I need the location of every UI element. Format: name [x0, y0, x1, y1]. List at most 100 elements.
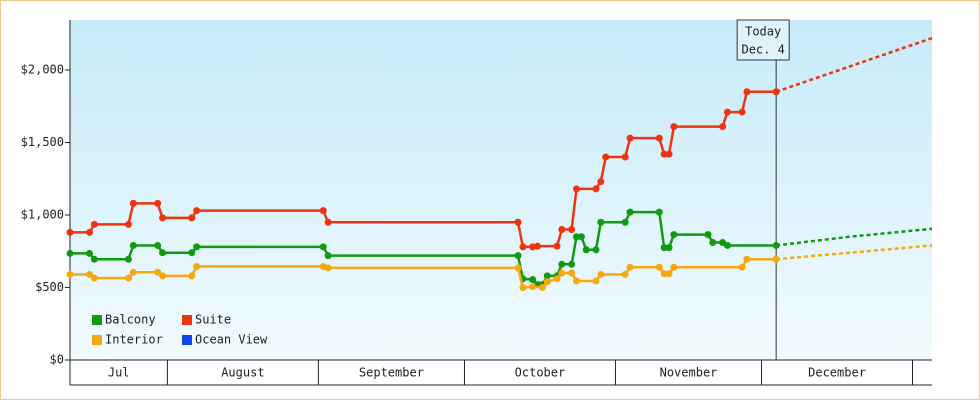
- price-point: [154, 241, 162, 249]
- price-point: [558, 260, 566, 268]
- y-tick-label: $1,500: [21, 135, 64, 149]
- price-point: [514, 218, 522, 226]
- price-point: [602, 153, 610, 161]
- price-point: [723, 108, 731, 116]
- price-point: [90, 220, 98, 228]
- price-point: [626, 208, 634, 216]
- price-point: [738, 108, 746, 116]
- forecast-line: [776, 227, 933, 247]
- price-point: [592, 246, 600, 254]
- price-point: [665, 244, 673, 252]
- price-point: [193, 243, 201, 251]
- price-point: [626, 134, 634, 142]
- price-point: [514, 264, 522, 272]
- month-label: November: [660, 366, 718, 380]
- price-point: [670, 263, 678, 271]
- month-label: October: [515, 366, 566, 380]
- price-point: [772, 88, 780, 96]
- price-point: [529, 276, 537, 284]
- price-point: [568, 269, 576, 277]
- price-point: [772, 255, 780, 263]
- y-tick-label: $2,000: [21, 63, 64, 77]
- price-point: [572, 233, 580, 241]
- price-point: [709, 239, 717, 247]
- price-point: [621, 218, 629, 226]
- price-point: [85, 228, 93, 236]
- price-point: [592, 185, 600, 193]
- price-point: [543, 278, 551, 286]
- price-point: [66, 270, 74, 278]
- legend-label: Balcony: [105, 313, 156, 327]
- price-point: [534, 242, 542, 250]
- price-point: [572, 277, 580, 285]
- today-label: Dec. 4: [741, 43, 784, 57]
- price-point: [743, 88, 751, 96]
- price-point: [568, 226, 576, 234]
- price-point: [319, 207, 327, 215]
- price-point: [324, 218, 332, 226]
- plot-area: [70, 20, 932, 360]
- price-point: [519, 284, 527, 292]
- price-point: [129, 199, 137, 207]
- price-point: [529, 283, 537, 291]
- price-point: [538, 284, 546, 292]
- price-point: [568, 260, 576, 268]
- price-point: [723, 241, 731, 249]
- legend-label: Interior: [105, 333, 163, 347]
- price-point: [572, 185, 580, 193]
- price-point: [129, 241, 137, 249]
- price-point: [743, 255, 751, 263]
- price-point: [159, 214, 167, 222]
- price-point: [704, 231, 712, 239]
- price-point: [553, 242, 561, 250]
- price-point: [772, 241, 780, 249]
- price-point: [558, 269, 566, 277]
- price-point: [159, 272, 167, 280]
- price-point: [597, 178, 605, 186]
- legend-swatch: [92, 335, 102, 345]
- price-point: [90, 255, 98, 263]
- price-point: [129, 268, 137, 276]
- price-point: [324, 252, 332, 260]
- legend-swatch: [92, 315, 102, 325]
- month-label: August: [221, 366, 264, 380]
- price-point: [597, 270, 605, 278]
- forecast-line: [776, 244, 933, 261]
- price-point: [665, 150, 673, 158]
- price-point: [319, 243, 327, 251]
- price-point: [154, 199, 162, 207]
- price-point: [193, 262, 201, 270]
- price-point: [124, 220, 132, 228]
- price-point: [124, 255, 132, 263]
- today-label: Today: [745, 25, 781, 39]
- price-point: [188, 214, 196, 222]
- price-point: [558, 226, 566, 234]
- price-point: [582, 246, 590, 254]
- price-point: [655, 263, 663, 271]
- y-tick-label: $1,000: [21, 208, 64, 222]
- price-point: [626, 263, 634, 271]
- price-point: [670, 231, 678, 239]
- legend-swatch: [182, 335, 192, 345]
- y-tick-label: $500: [35, 280, 64, 294]
- price-point: [159, 249, 167, 257]
- price-point: [90, 274, 98, 282]
- price-point: [660, 244, 668, 252]
- month-label: September: [359, 366, 424, 380]
- price-point: [655, 208, 663, 216]
- price-point: [738, 263, 746, 271]
- price-point: [85, 249, 93, 257]
- price-point: [188, 272, 196, 280]
- price-point: [514, 252, 522, 260]
- today-box: [736, 19, 790, 61]
- price-point: [655, 134, 663, 142]
- price-point: [188, 249, 196, 257]
- month-label: December: [808, 366, 866, 380]
- y-tick-label: $0: [50, 353, 64, 367]
- legend-swatch: [182, 315, 192, 325]
- price-point: [592, 277, 600, 285]
- price-point: [665, 270, 673, 278]
- price-point: [154, 268, 162, 276]
- price-point: [597, 218, 605, 226]
